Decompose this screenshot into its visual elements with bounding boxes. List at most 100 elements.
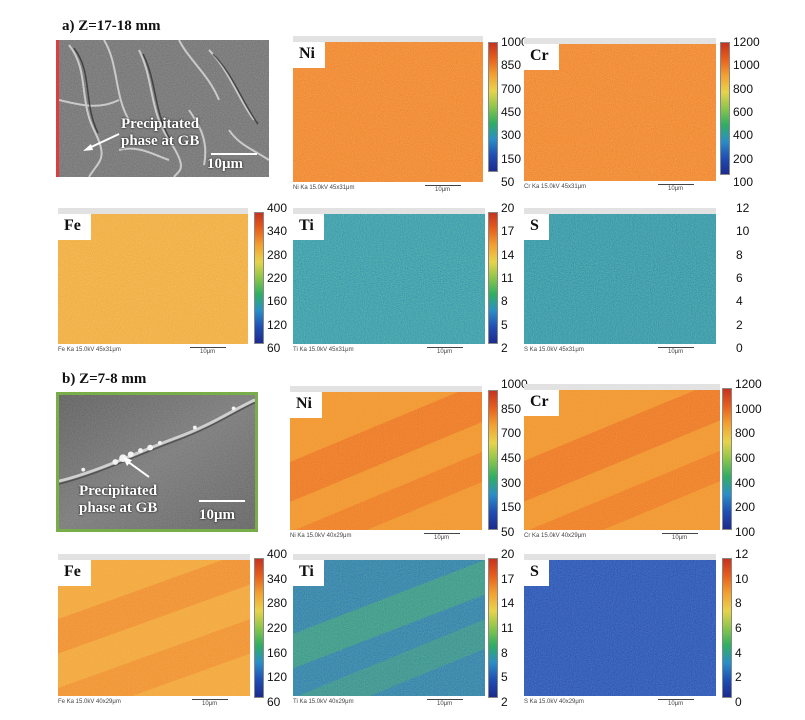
sem-scale-label: 10μm [207, 156, 243, 172]
colorbar [488, 390, 498, 530]
map-scale-label: 10μm [668, 349, 684, 355]
map-scale-bar [427, 347, 463, 348]
colorbar-tick-label: 12 [736, 201, 750, 215]
colorbar-tick-label: 200 [735, 500, 756, 515]
map-caption: Cr Ka 15.0kV 45x31μm [524, 184, 587, 190]
colorbar-tick-label: 800 [735, 426, 756, 441]
colorbar-tick-label: 160 [267, 645, 288, 660]
colorbar-tick-label: 6 [735, 621, 742, 635]
colorbar-tick-label: 14 [501, 596, 515, 611]
colorbar-tick-label: 800 [733, 81, 754, 96]
element-label: Ti [293, 214, 324, 240]
map-caption: S Ka 15.0kV 40x29μm [524, 699, 584, 705]
map-caption: Ni Ka 15.0kV 45x31μm [293, 185, 355, 191]
colorbar-tick-label: 400 [733, 128, 754, 143]
colorbar-tick-label: 20 [501, 201, 515, 215]
map-header-bar [524, 554, 716, 560]
sem-annotation-a: Precipitated phase at GB [121, 116, 199, 150]
colorbar-tick-label: 150 [501, 151, 522, 166]
colorbar-tick-label: 700 [501, 426, 522, 441]
map-header-bar [290, 386, 482, 392]
arrow-icon [83, 133, 120, 151]
colorbar-tick-label: 11 [501, 621, 514, 635]
colorbar-tick-label: 1200 [735, 377, 762, 391]
eds-map-fe: Fe [58, 560, 250, 696]
map-scale-label: 10μm [435, 187, 451, 193]
colorbar-tick-label: 6 [736, 271, 743, 285]
colorbar-tick-label: 200 [733, 151, 754, 166]
element-label: Fe [58, 560, 91, 586]
colorbar-tick-label: 60 [267, 341, 281, 355]
map-header-bar [293, 554, 485, 560]
colorbar-tick-label: 280 [267, 247, 288, 262]
colorbar-tick-label: 1000 [501, 377, 528, 391]
map-scale-label: 10μm [668, 701, 684, 707]
colorbar-tick-label: 400 [267, 547, 288, 561]
map-caption: Fe Ka 15.0kV 40x29μm [58, 699, 121, 705]
colorbar-tick-label: 160 [267, 294, 288, 309]
colorbar-tick-label: 1000 [501, 35, 528, 49]
colorbar-tick-label: 340 [267, 224, 288, 239]
colorbar [254, 558, 264, 698]
eds-map-cr: Cr [524, 390, 720, 530]
colorbar-tick-label: 700 [501, 81, 522, 96]
colorbar-tick-label: 120 [267, 317, 288, 332]
colorbar-tick-label: 450 [501, 105, 522, 119]
colorbar-tick-label: 11 [501, 271, 514, 285]
map-scale-bar [658, 184, 694, 185]
colorbar-tick-label: 340 [267, 571, 288, 586]
element-label: Cr [524, 44, 559, 70]
eds-map-cr: Cr [524, 44, 716, 181]
sem-scale-bar [199, 500, 245, 502]
colorbar-tick-label: 400 [267, 201, 288, 215]
eds-map-ti: Ti [293, 214, 485, 344]
map-scale-bar [658, 699, 694, 700]
colorbar-tick-label: 20 [501, 547, 515, 561]
colorbar-tick-label: 450 [501, 451, 522, 465]
map-caption: Fe Ka 15.0kV 45x31μm [58, 347, 121, 353]
colorbar-tick-label: 100 [733, 175, 754, 189]
colorbar-tick-label: 120 [267, 670, 288, 685]
map-header-bar [524, 384, 720, 390]
colorbar-tick-label: 600 [733, 105, 754, 119]
colorbar [488, 42, 498, 172]
element-label: S [524, 214, 549, 240]
sem-image-a: Precipitated phase at GB 10μm [56, 40, 269, 177]
map-caption: Ni Ka 15.0kV 40x29μm [290, 533, 352, 539]
colorbar-tick-label: 220 [267, 621, 288, 635]
colorbar-tick-label: 60 [267, 695, 281, 709]
map-scale-bar [424, 533, 460, 534]
colorbar [488, 558, 498, 698]
section-b-title: b) Z=7-8 mm [62, 371, 147, 387]
colorbar-tick-label: 850 [501, 58, 522, 73]
colorbar-tick-label: 12 [735, 547, 749, 561]
map-scale-label: 10μm [668, 186, 684, 192]
colorbar-tick-label: 1000 [733, 58, 760, 73]
map-scale-bar [427, 699, 463, 700]
map-scale-bar [192, 699, 228, 700]
arrow-icon [123, 457, 150, 478]
map-scale-bar [662, 533, 698, 534]
colorbar-tick-label: 100 [735, 525, 756, 539]
section-a-title: a) Z=17-18 mm [62, 18, 161, 34]
colorbar-tick-label: 8 [501, 294, 508, 309]
colorbar-tick-label: 50 [501, 525, 515, 539]
colorbar-tick-label: 600 [735, 451, 756, 465]
colorbar-tick-label: 8 [736, 247, 743, 262]
element-label: S [524, 560, 549, 586]
colorbar-tick-label: 1000 [735, 401, 762, 416]
map-scale-label: 10μm [200, 349, 216, 355]
sem-annotation-line1: Precipitated [79, 483, 158, 499]
sem-annotation-b: Precipitated phase at GB [79, 483, 157, 517]
eds-map-ni: Ni [293, 42, 483, 182]
colorbar [722, 388, 732, 530]
element-label: Cr [524, 390, 559, 416]
colorbar-tick-label: 10 [735, 571, 749, 586]
eds-map-s: S [524, 560, 716, 696]
colorbar-tick-label: 300 [501, 128, 522, 143]
eds-map-s: S [524, 214, 716, 344]
element-label: Fe [58, 214, 91, 240]
map-scale-label: 10μm [672, 535, 688, 541]
colorbar-tick-label: 2 [735, 670, 742, 685]
map-scale-bar [190, 347, 226, 348]
